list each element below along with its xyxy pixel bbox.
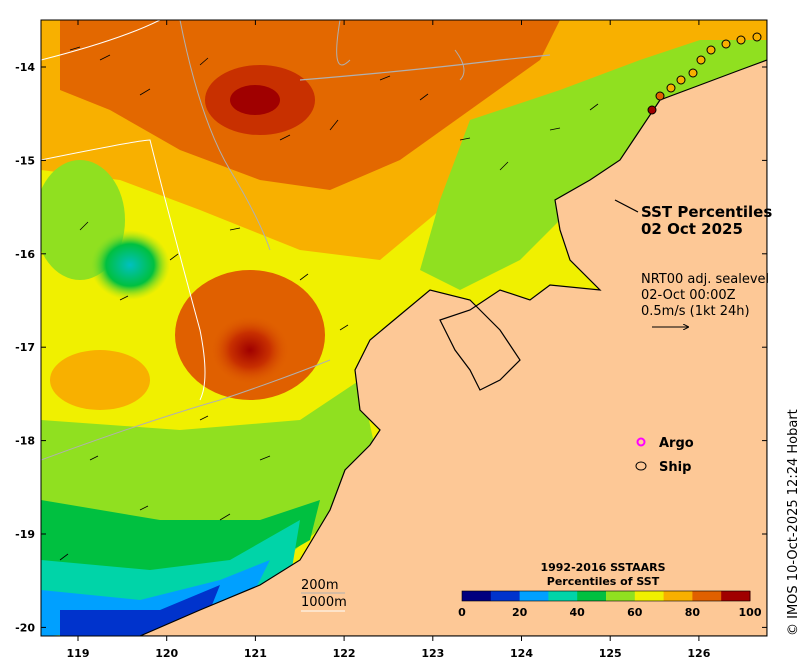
colorbar-tick-label: 40	[570, 606, 586, 619]
lat-tick-label: -17	[15, 341, 35, 354]
ship-marker-icon	[635, 461, 647, 471]
colorbar-title-line1: 1992-2016 SSTAARS	[540, 561, 665, 574]
lon-tick-label: 125	[599, 647, 622, 660]
colorbar	[461, 590, 751, 602]
contour-1000m-label: 1000m	[301, 595, 347, 610]
map-title-line2: 02 Oct 2025	[641, 220, 743, 238]
argo-marker-icon	[636, 437, 646, 447]
current-label-line1: NRT00 adj. sealevel	[641, 272, 769, 287]
plot-frame	[40, 19, 768, 637]
lat-tick-label: -15	[15, 154, 35, 167]
sst-patch-cool-west	[90, 230, 170, 300]
sst-region-dark-blue	[60, 585, 220, 636]
lat-tick-label: -20	[15, 621, 35, 634]
colorbar-segment	[663, 591, 693, 601]
colorbar-tick-label: 80	[685, 606, 701, 619]
lon-tick-label: 121	[244, 647, 267, 660]
lat-tick-label: -19	[15, 528, 35, 541]
colorbar-segment	[490, 591, 521, 601]
sst-hotspot-north-core	[230, 85, 280, 115]
longitude-axis: 119 120 121 122 123 124 125 126	[67, 20, 711, 660]
current-label-line3: 0.5m/s (1kt 24h)	[641, 304, 750, 319]
colorbar-segment	[462, 591, 492, 601]
colorbar-tick-label: 60	[627, 606, 643, 619]
map-plot-area	[41, 20, 767, 636]
colorbar-segment	[519, 591, 549, 601]
map-title-line1: SST Percentiles	[641, 203, 772, 221]
sst-eddy-core	[210, 315, 290, 385]
colorbar-segment	[634, 591, 665, 601]
lon-tick-label: 119	[67, 647, 90, 660]
australia-landmass	[139, 20, 767, 636]
colorbar-segment	[721, 591, 751, 601]
boundary-line	[299, 54, 551, 81]
ship-track	[647, 32, 762, 115]
colorbar-border	[461, 590, 751, 602]
colorbar-tick-label: 0	[458, 606, 466, 619]
colorbar-segment	[606, 591, 636, 601]
lon-tick-label: 122	[333, 647, 356, 660]
colorbar-title-line2: Percentiles of SST	[547, 575, 660, 588]
colorbar-segment	[692, 591, 722, 601]
title-pointer	[614, 199, 639, 213]
lat-tick-label: -14	[15, 61, 35, 74]
colorbar-ticks: 0 20 40 60 80 100	[458, 606, 762, 619]
lon-tick-label: 124	[510, 647, 533, 660]
legend-argo-label: Argo	[659, 436, 694, 451]
lat-tick-label: -16	[15, 248, 35, 261]
contour-200m-label: 200m	[301, 578, 338, 593]
latitude-axis: -14 -15 -16 -17 -18 -19 -20	[15, 61, 767, 634]
legend-ship-label: Ship	[659, 460, 691, 475]
lon-tick-label: 123	[421, 647, 444, 660]
lon-tick-label: 126	[687, 647, 710, 660]
imos-credit: © IMOS 10-Oct-2025 12:24 Hobart	[786, 409, 801, 636]
lon-tick-label: 120	[155, 647, 178, 660]
sst-patch-orange-west	[50, 350, 150, 410]
current-label-line2: 02-Oct 00:00Z	[641, 288, 736, 303]
colorbar-tick-label: 100	[739, 606, 762, 619]
colorbar-segment	[548, 591, 578, 601]
contour-200m	[41, 20, 465, 461]
lat-tick-label: -18	[15, 435, 35, 448]
current-vectors	[59, 46, 599, 561]
colorbar-tick-label: 20	[512, 606, 528, 619]
contour-1000m	[41, 20, 206, 401]
colorbar-segment	[577, 591, 607, 601]
